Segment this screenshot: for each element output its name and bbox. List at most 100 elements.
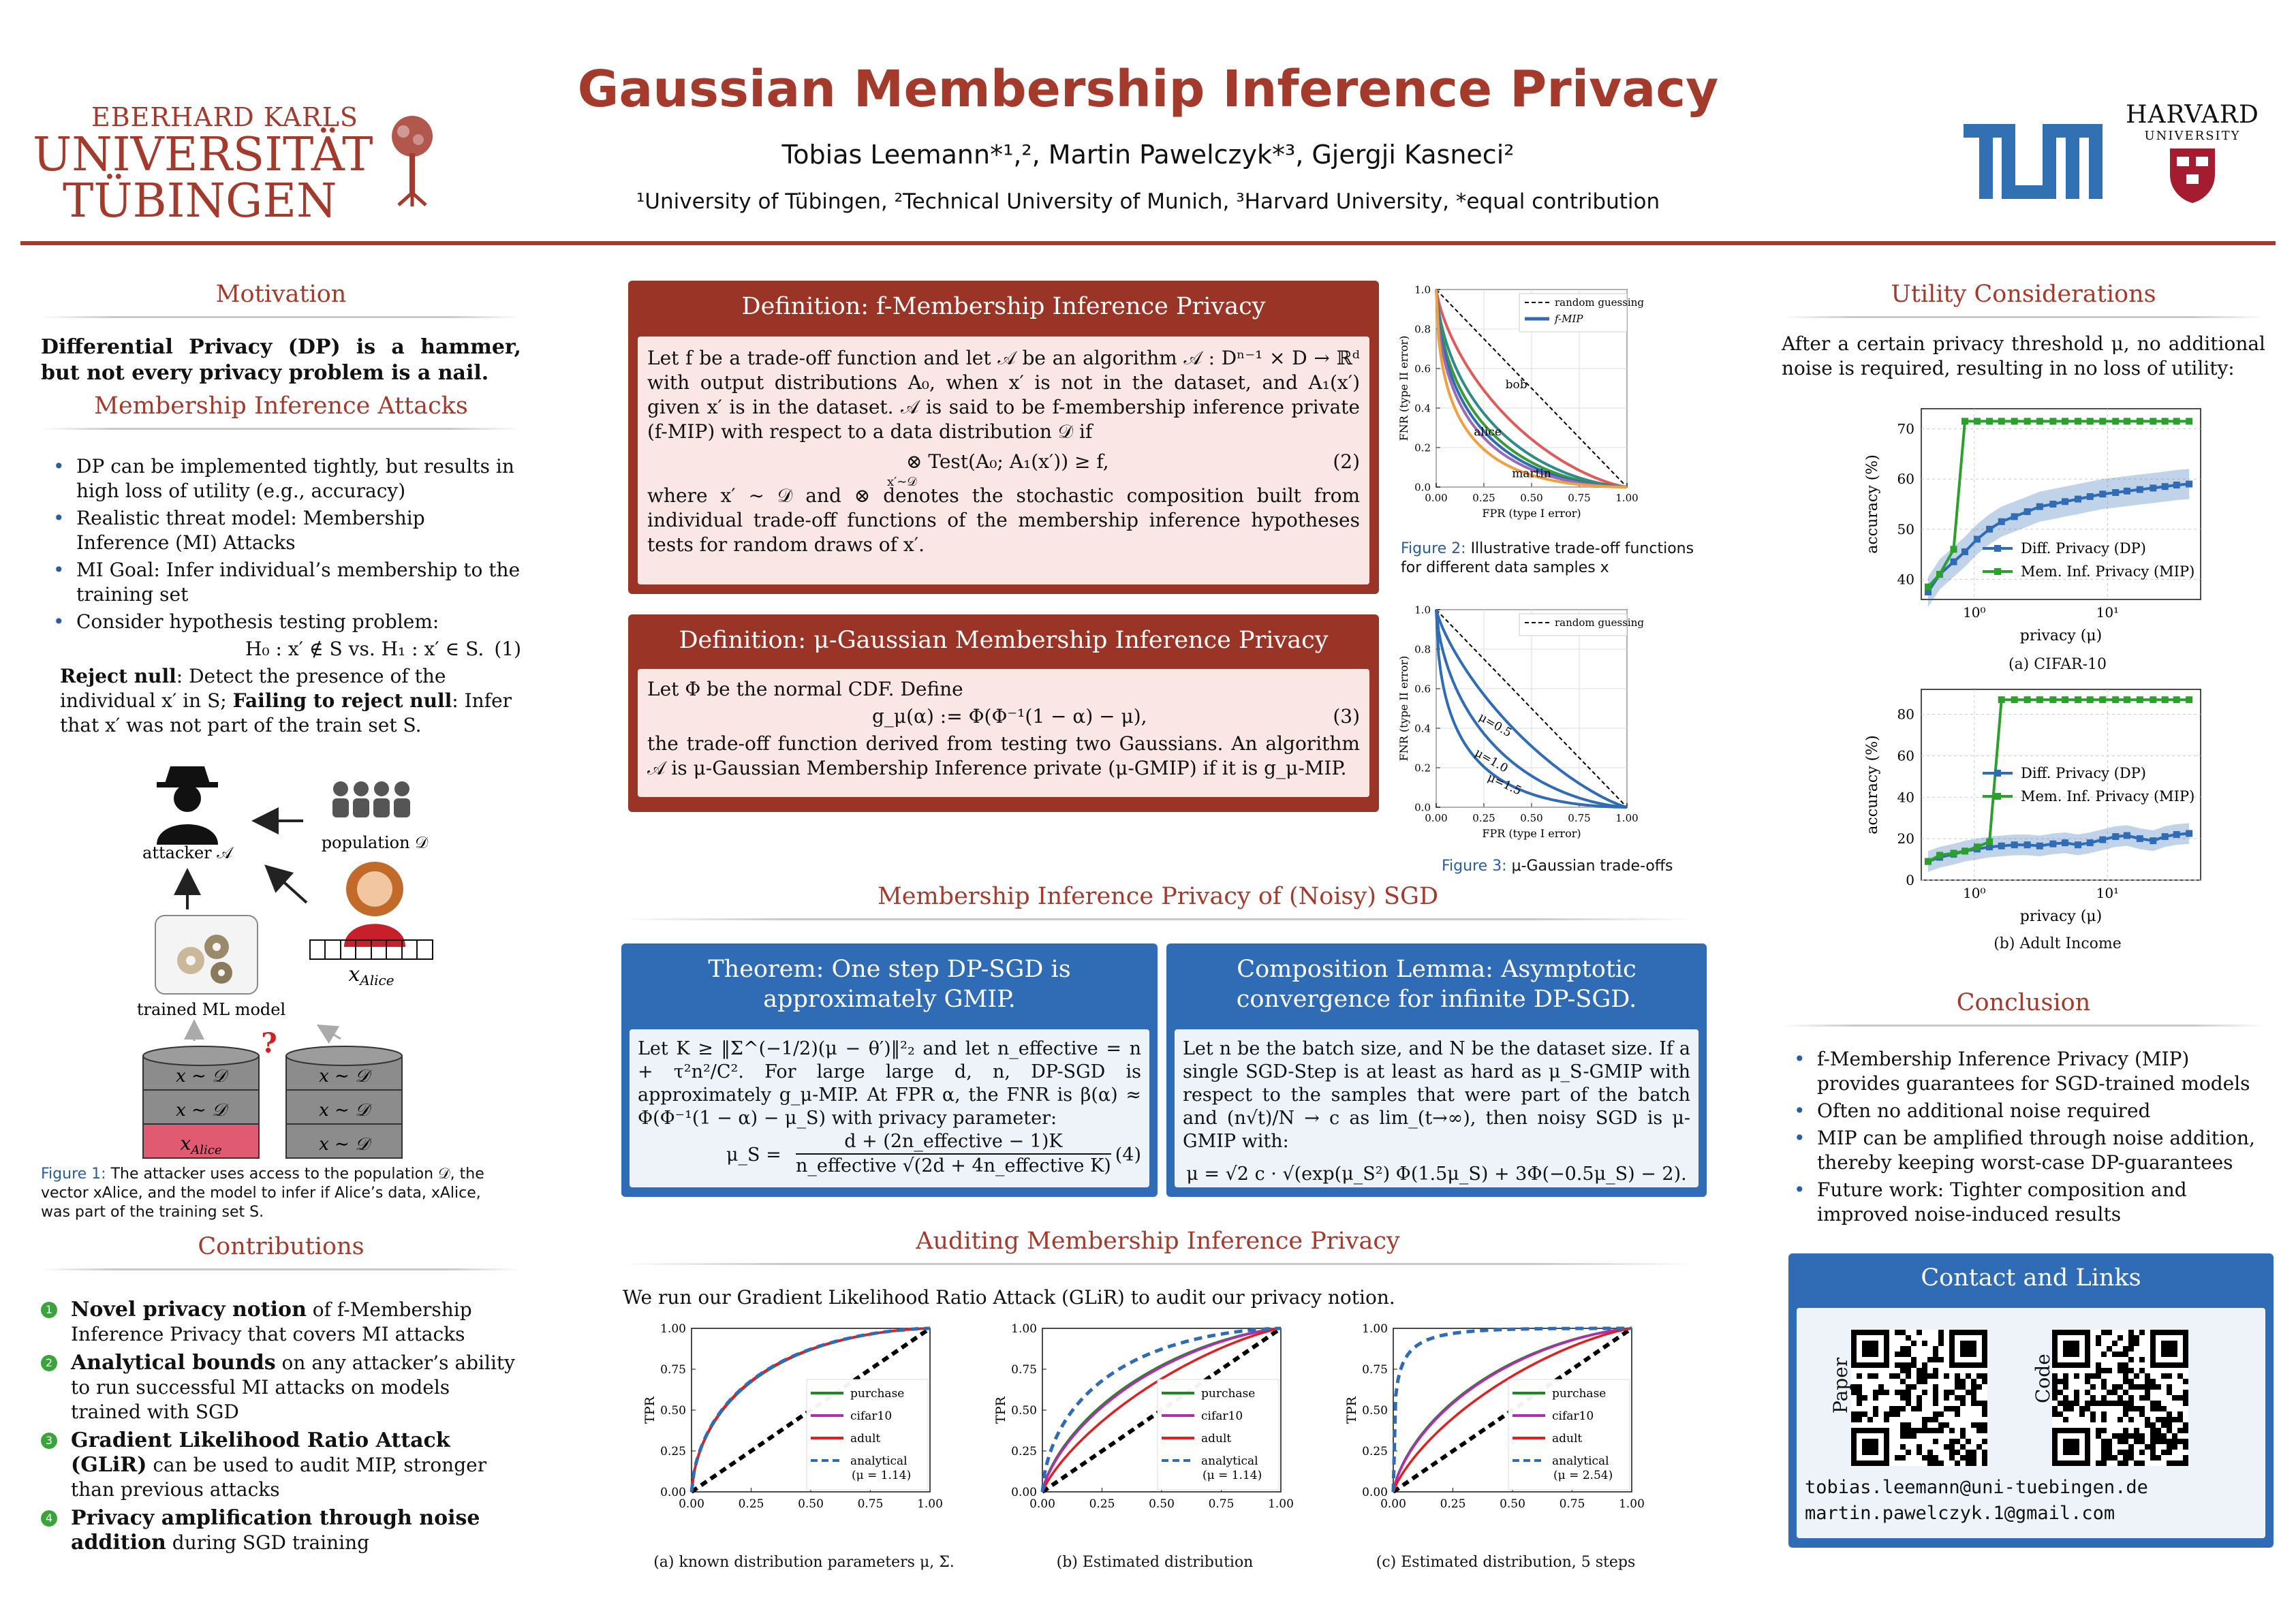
contact-email-1[interactable]: tobias.leemann@uni-tuebingen.de <box>1805 1477 2148 1498</box>
data-point <box>2161 418 2169 425</box>
qr-module <box>2183 1428 2188 1433</box>
qr-module <box>1917 1406 1922 1411</box>
qr-module <box>2172 1444 2177 1450</box>
qr-finder <box>1862 1439 1878 1455</box>
qr-module <box>2167 1411 2172 1417</box>
section-rule <box>1782 316 2265 318</box>
caption-label: Figure 2: <box>1401 540 1466 557</box>
equation-denominator: n_effective √(2d + 4n_effective K) <box>796 1155 1111 1176</box>
series-line-1 <box>1435 289 1628 488</box>
qr-module <box>2090 1417 2096 1422</box>
series-line-1 <box>1041 1327 1282 1493</box>
qr-module <box>1971 1384 1976 1390</box>
qr-module <box>2123 1450 2128 1455</box>
x-tick-label: 0.00 <box>1380 1497 1406 1511</box>
qr-code-code-icon[interactable] <box>2052 1330 2188 1466</box>
qr-module <box>2058 1411 2063 1417</box>
qr-module <box>2085 1401 2090 1406</box>
contact-email-2[interactable]: martin.pawelczyk.1@gmail.com <box>1805 1503 2115 1524</box>
qr-module <box>2101 1461 2107 1466</box>
database-without-alice: x ∼ 𝒟 x ∼ 𝒟 x ∼ 𝒟 <box>285 1046 403 1159</box>
confidence-band <box>1928 469 2190 608</box>
definition-body: Let f be a trade-off function and let 𝒜 … <box>638 337 1369 584</box>
qr-module <box>2107 1455 2112 1461</box>
qr-module <box>1900 1433 1906 1439</box>
qr-module <box>2123 1346 2128 1352</box>
qr-code-paper-icon[interactable] <box>1851 1330 1987 1466</box>
qr-module <box>2052 1379 2058 1384</box>
qr-module <box>1857 1417 1862 1422</box>
roc-chart-c: 0.00 0.25 0.50 0.75 1.00 0.00 0.25 0.50 0.75 1.00… <box>1346 1322 1645 1511</box>
sgd-title: Membership Inference Privacy of (Noisy) … <box>877 883 1439 910</box>
data-point <box>2023 841 2031 849</box>
qr-module <box>1895 1352 1900 1357</box>
data-point <box>2011 841 2018 849</box>
qr-module <box>2085 1390 2090 1395</box>
qr-module <box>1857 1384 1862 1390</box>
qr-module <box>2134 1439 2139 1444</box>
definition-mu-gmip-box: Definition: μ-Gaussian Membership Infere… <box>628 614 1379 812</box>
y-axis-label: FNR (type II error) <box>1397 656 1410 762</box>
qr-module <box>1966 1373 1971 1379</box>
qr-module <box>2096 1362 2101 1368</box>
qr-module <box>2128 1406 2134 1411</box>
svg-text:x ∼ 𝒟: x ∼ 𝒟 <box>319 1134 372 1155</box>
data-point <box>2049 501 2057 507</box>
caption-text: Illustrative trade-off functions for dif… <box>1401 540 1694 576</box>
data-point <box>2173 482 2180 488</box>
section-rule <box>1782 1025 2265 1027</box>
qr-module <box>1927 1455 1933 1461</box>
qr-module <box>2145 1395 2150 1401</box>
data-point <box>2161 833 2169 841</box>
data-point <box>2062 418 2069 425</box>
qr-module <box>1851 1411 1857 1417</box>
legend-marker <box>1994 793 2001 800</box>
plot-area <box>1921 408 2201 600</box>
qr-module <box>2139 1406 2145 1411</box>
legend-label: cifar10 <box>850 1409 892 1423</box>
qr-module <box>2096 1373 2101 1379</box>
qr-module <box>2117 1384 2123 1390</box>
y-tick-label: 0.75 <box>1362 1363 1388 1377</box>
definition-f-mip-box: Definition: f-Membership Inference Priva… <box>628 281 1379 594</box>
definition-title: Definition: f-Membership Inference Priva… <box>741 293 1266 320</box>
equation-subscript: x′∼𝒟 <box>887 475 917 489</box>
utility-title: Utility Considerations <box>1891 281 2156 308</box>
definition-equation: g_μ(α) := Φ(Φ⁻¹(1 − α) − μ), (3) <box>647 702 1360 732</box>
conclusion-section: Conclusion f-Membership Inference Privac… <box>1782 989 2265 1230</box>
data-point <box>2136 696 2143 704</box>
qr-module <box>1884 1411 1889 1417</box>
x-tick-label: 0.00 <box>1425 492 1447 504</box>
qr-module <box>1938 1422 1944 1428</box>
qr-module <box>1895 1455 1900 1461</box>
equation-number: (3) <box>1333 705 1360 728</box>
qr-module <box>1857 1411 1862 1417</box>
qr-module <box>2134 1341 2139 1346</box>
x-tick-label: 0.25 <box>1472 492 1495 504</box>
legend-label: adult <box>1552 1432 1582 1446</box>
qr-module <box>2096 1428 2101 1433</box>
qr-module <box>2183 1390 2188 1395</box>
qr-module <box>1938 1411 1944 1417</box>
y-tick-label: 1.00 <box>660 1322 686 1336</box>
qr-module <box>2183 1401 2188 1406</box>
qr-module <box>1895 1362 1900 1368</box>
qr-module <box>2145 1384 2150 1390</box>
series-line-2 <box>1041 1327 1282 1493</box>
legend-marker <box>1994 545 2001 552</box>
section-rule <box>41 316 521 318</box>
data-point <box>2123 487 2130 495</box>
qr-module <box>1933 1368 1938 1373</box>
data-point <box>2023 418 2031 425</box>
data-point <box>2123 418 2130 425</box>
qr-module <box>2117 1433 2123 1439</box>
qr-module <box>2123 1401 2128 1406</box>
qr-module <box>1927 1450 1933 1455</box>
qr-module <box>2090 1373 2096 1379</box>
data-point <box>2023 508 2031 516</box>
equation-fraction: d + (2n_effective − 1)K n_effective √(2d… <box>796 1130 1111 1178</box>
qr-module <box>2134 1433 2139 1439</box>
affiliations: ¹University of Tübingen, ²Technical Univ… <box>636 189 1660 214</box>
x-axis-label: privacy (μ) <box>2020 627 2102 644</box>
audit-text: We run our Gradient Likelihood Ratio Att… <box>623 1286 1395 1309</box>
